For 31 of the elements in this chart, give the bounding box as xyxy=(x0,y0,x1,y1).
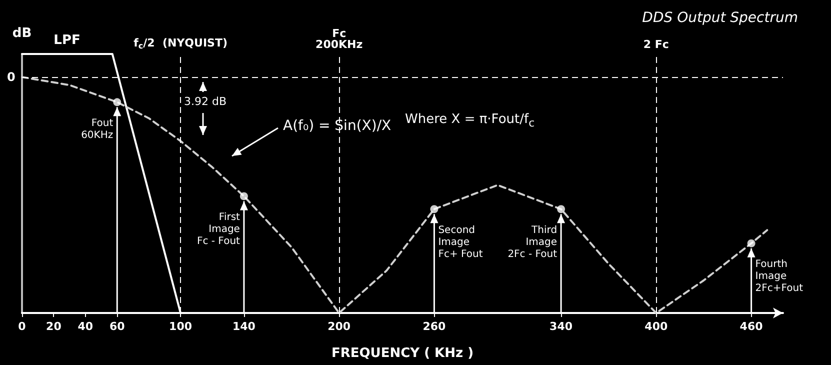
x-tick-label: 20 xyxy=(46,320,62,333)
x-tick-label: 400 xyxy=(644,320,668,333)
annotation: Second Image Fc+ Fout xyxy=(438,225,483,262)
ref-line-label: 2 Fc xyxy=(643,38,669,51)
x-tick-label: 460 xyxy=(740,320,764,333)
ref-line-label: Fc 200KHz xyxy=(316,27,363,51)
text: 0 xyxy=(7,70,16,84)
annotation: Where X = π·Fout/f$_{c}$ xyxy=(405,112,535,130)
series-label: LPF xyxy=(54,33,80,48)
x-tick-label: 340 xyxy=(550,320,573,333)
point xyxy=(240,192,248,200)
annotation: First Image Fc - Fout xyxy=(196,212,240,248)
annotation: Fourth Image 2Fc+Fout xyxy=(755,259,804,296)
point xyxy=(113,98,122,106)
annotation: 3.92 dB xyxy=(184,95,227,108)
x-tick-label: 60 xyxy=(109,320,126,333)
point xyxy=(747,239,756,248)
chart-title: DDS Output Spectrum xyxy=(642,10,798,26)
x-tick-label: 200 xyxy=(328,320,351,333)
annotation: A(f₀) = Sin(X)/X xyxy=(283,118,392,135)
x-tick-label: 260 xyxy=(422,320,446,333)
x-tick-label: 0 xyxy=(18,320,26,333)
x-tick-label: 40 xyxy=(78,320,94,333)
annotation: Fout 60KHz xyxy=(81,118,114,142)
y-axis-title: dB xyxy=(12,26,32,41)
point xyxy=(430,205,438,214)
x-tick-label: 100 xyxy=(169,320,192,333)
x-tick-label: 140 xyxy=(232,320,256,333)
x-axis-title: FREQUENCY ( KHz ) xyxy=(331,346,474,361)
point xyxy=(557,205,566,214)
annotation: Third Image 2Fc - Fout xyxy=(508,225,558,262)
